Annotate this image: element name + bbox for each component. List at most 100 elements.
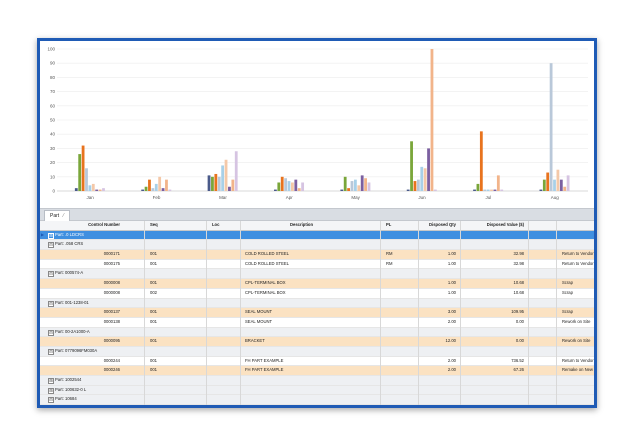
bar[interactable] — [430, 49, 434, 191]
bar[interactable] — [211, 176, 214, 191]
bar[interactable] — [158, 176, 162, 191]
bar[interactable] — [413, 181, 417, 191]
bar[interactable] — [88, 185, 92, 191]
bar[interactable] — [559, 179, 563, 191]
col-header-disposed-qty[interactable]: Disposed Qty — [429, 222, 456, 227]
bar[interactable] — [433, 189, 437, 191]
bar[interactable] — [546, 172, 550, 191]
bar[interactable] — [85, 168, 88, 191]
bar[interactable] — [102, 188, 105, 191]
bar[interactable] — [141, 189, 145, 191]
bar[interactable] — [416, 179, 420, 191]
group-row[interactable]: ⊞ Part: 100632-0 L — [40, 385, 594, 396]
bar[interactable] — [217, 176, 221, 191]
bar[interactable] — [144, 186, 148, 191]
bar[interactable] — [165, 179, 168, 191]
table-row[interactable]: 0000246 001 FH PART EXAMPLE 2.00 67.26 Remake… — [40, 366, 594, 376]
bar[interactable] — [207, 175, 211, 191]
bar[interactable] — [423, 168, 427, 191]
table-row[interactable]: 0000138 001 SEAL MOUNT 2.00 0.00 Rework on Si… — [40, 317, 594, 328]
expand-toggle-icon[interactable]: ⊟ — [48, 271, 54, 278]
bar[interactable] — [556, 169, 560, 191]
bar[interactable] — [297, 188, 301, 191]
bar[interactable] — [148, 179, 151, 191]
bar[interactable] — [549, 63, 553, 192]
expand-toggle-icon[interactable]: ⊞ — [48, 387, 54, 394]
bar[interactable] — [161, 188, 165, 191]
expand-toggle-icon[interactable]: ⊞ — [48, 232, 54, 239]
bar[interactable] — [410, 141, 413, 191]
bar[interactable] — [364, 178, 367, 191]
group-row[interactable]: ⊞ Part: 1002544 — [40, 376, 594, 386]
bar[interactable] — [476, 183, 480, 191]
parts-grid[interactable]: Control Number Seq Loc Description PL Di… — [40, 221, 594, 405]
col-header-loc[interactable]: Loc — [212, 222, 220, 227]
bar[interactable] — [78, 154, 82, 191]
bar[interactable] — [98, 189, 102, 191]
bar[interactable] — [340, 189, 344, 191]
table-row[interactable]: 0000171 001 COLD ROLLED STEEL RM 1.00 32.98 Re… — [40, 250, 594, 260]
bar[interactable] — [95, 189, 99, 191]
bar[interactable] — [347, 188, 350, 191]
bar[interactable] — [301, 182, 305, 191]
col-header-disposed-value[interactable]: Disposed Value ($) — [486, 222, 524, 227]
bar[interactable] — [553, 179, 556, 191]
bar[interactable] — [154, 183, 158, 191]
group-row[interactable]: ⊟ Part: 001-1238-01 — [40, 298, 594, 309]
table-row[interactable]: 0000175 001 COLD ROLLED STEEL RM 1.00 32.98 Re… — [40, 259, 594, 270]
bar[interactable] — [280, 176, 284, 191]
bar[interactable] — [427, 148, 430, 191]
group-row[interactable]: ⊟ Part: 10684 — [40, 395, 594, 405]
tab-part[interactable]: Part ⁄ — [44, 210, 71, 221]
bar[interactable] — [496, 175, 500, 191]
col-header-control-number[interactable]: Control Number — [88, 222, 120, 227]
bar[interactable] — [81, 145, 85, 191]
bar[interactable] — [563, 186, 567, 191]
table-row[interactable]: 0000244 001 FH PART EXAMPLE 2.00 736.52 Retur… — [40, 356, 594, 367]
bar[interactable] — [367, 182, 371, 191]
bar[interactable] — [490, 189, 493, 191]
bar[interactable] — [91, 183, 95, 191]
table-row[interactable]: 0000137 001 SEAL MOUNT 3.00 109.95 Scrap — [40, 308, 594, 318]
bar[interactable] — [483, 189, 487, 191]
expand-toggle-icon[interactable]: ⊟ — [48, 397, 54, 404]
bar[interactable] — [287, 181, 291, 191]
bar[interactable] — [274, 189, 277, 191]
bar[interactable] — [420, 166, 424, 191]
table-row[interactable]: 0000095 001 BRACKET 12.00 0.00 Rework on Site — [40, 337, 594, 347]
group-row[interactable]: ⊟ Part: 00-2A1000-A — [40, 327, 594, 338]
bar[interactable] — [151, 188, 155, 191]
bar[interactable] — [500, 189, 504, 191]
tab-close-icon[interactable]: ⁄ — [63, 213, 65, 219]
bar[interactable] — [228, 186, 231, 191]
bar[interactable] — [234, 151, 238, 191]
group-row[interactable]: ⊟ Part: .058 CRS — [40, 240, 594, 251]
bar[interactable] — [350, 181, 354, 191]
bar[interactable] — [357, 185, 361, 191]
col-header-description[interactable]: Description — [290, 222, 314, 227]
bar[interactable] — [291, 182, 294, 191]
group-row[interactable]: ▶ ⊞ Part: .0 LDCRS — [40, 230, 594, 241]
bar[interactable] — [343, 176, 347, 191]
bar[interactable] — [406, 189, 410, 191]
bar[interactable] — [224, 159, 228, 191]
bar[interactable] — [473, 189, 476, 191]
bar[interactable] — [168, 189, 172, 191]
expand-toggle-icon[interactable]: ⊟ — [48, 329, 54, 336]
table-row[interactable]: 0000008 002 CPL-TERMINAL BOX 1.00 10.68 Scrap — [40, 288, 594, 299]
expand-toggle-icon[interactable]: ⊟ — [48, 242, 54, 249]
bar[interactable] — [277, 182, 281, 191]
bar[interactable] — [566, 175, 570, 191]
group-row[interactable]: ⊟ Part: 000574-A — [40, 269, 594, 280]
bar[interactable] — [294, 179, 298, 191]
bar[interactable] — [479, 131, 483, 191]
bar[interactable] — [486, 189, 490, 191]
bar[interactable] — [221, 165, 225, 191]
expand-toggle-icon[interactable]: ⊞ — [48, 378, 54, 384]
bar[interactable] — [360, 175, 364, 191]
bar[interactable] — [539, 189, 543, 191]
bar[interactable] — [493, 189, 497, 191]
table-row[interactable]: 0000008 001 CPL-TERMINAL BOX 1.00 10.68 Scrap — [40, 279, 594, 289]
bar[interactable] — [214, 173, 218, 191]
bar[interactable] — [353, 179, 357, 191]
